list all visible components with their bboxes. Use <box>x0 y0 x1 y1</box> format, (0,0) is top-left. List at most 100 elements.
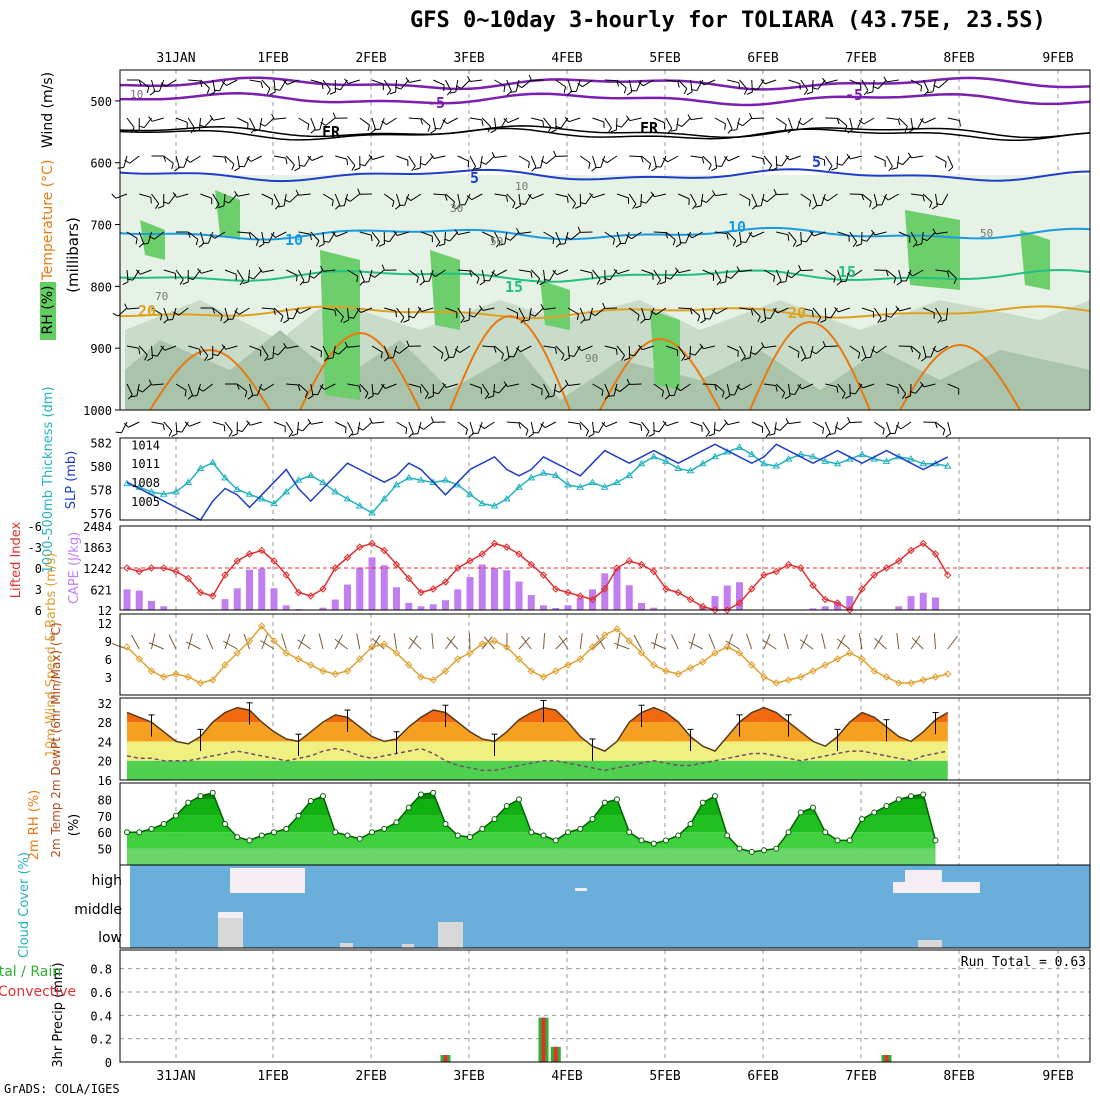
wind-barb-flag <box>435 241 441 248</box>
wind-barb <box>232 307 238 320</box>
wind-speed-line-marker <box>772 679 780 687</box>
li-line-marker <box>576 592 584 600</box>
wind-barb-flag <box>749 112 753 119</box>
wind-barb <box>176 193 189 198</box>
wind-barb-flag <box>400 317 405 323</box>
thickness-line-marker <box>576 483 585 490</box>
wind-barb <box>311 421 324 425</box>
rh2m-line-marker <box>136 829 143 836</box>
wind-barb-flag <box>687 114 692 120</box>
wind-barb <box>494 231 501 243</box>
wind-barb-flag <box>394 205 401 210</box>
wind-barb <box>873 193 878 206</box>
wind-barb-flag <box>381 264 385 271</box>
cape-bar <box>564 605 572 610</box>
wind-barb <box>660 155 667 168</box>
wind-barb-flag <box>768 433 775 436</box>
li-line-marker <box>552 585 560 593</box>
wind-barb <box>347 421 354 433</box>
date-label-top: 8FEB <box>943 51 974 66</box>
li-line-marker <box>735 599 744 607</box>
wind-barb <box>653 155 657 168</box>
wind-barb-flag <box>566 196 569 203</box>
li-line-marker <box>944 571 952 579</box>
temp-contour-label: 15 <box>838 263 856 281</box>
wind-barb-flag <box>460 317 465 324</box>
wind-barb-flag <box>736 385 742 391</box>
wind-barb-flag <box>555 125 562 129</box>
wind-barb <box>856 117 863 130</box>
li-line-marker <box>392 560 401 569</box>
wind-barb-flag <box>798 264 802 271</box>
rh2m-line-marker <box>577 825 584 832</box>
wind-barb-flag <box>344 341 349 348</box>
wind-barb <box>678 269 691 274</box>
wind-barb <box>938 79 949 89</box>
wind-barb-flag <box>768 164 773 171</box>
wind-barb-flag <box>491 151 496 158</box>
wind-barb <box>690 307 701 317</box>
wind-barb <box>322 231 325 244</box>
wind-barb <box>396 307 405 318</box>
rh2m-axis-label: 2m RH (%) <box>27 790 42 861</box>
wind-barb <box>751 193 758 206</box>
thickness-line-marker <box>870 455 879 462</box>
thickness-line-marker <box>833 459 842 467</box>
wind-barb-flag <box>785 418 790 424</box>
wind-speed-line-marker <box>662 667 670 675</box>
li-line-marker <box>135 567 143 576</box>
li-line-marker <box>441 578 450 586</box>
wind-barb-flag <box>835 426 841 431</box>
wind-speed-line-marker <box>209 676 217 684</box>
cape-bar <box>135 590 143 610</box>
wind-barb <box>484 421 495 429</box>
wind-barb <box>347 155 356 166</box>
rh2m-line-marker <box>932 837 939 844</box>
wind-barb <box>335 155 347 160</box>
wind-speed-line-marker <box>405 661 413 669</box>
temp-tick-label: 32 <box>98 697 112 711</box>
wind-barb-flag <box>667 128 673 134</box>
wind-barb-flag <box>148 379 153 386</box>
wind-speed-line-marker <box>846 649 854 657</box>
wind-barb <box>212 193 220 205</box>
wind-barb-flag <box>787 234 790 241</box>
wind-barb <box>666 421 679 427</box>
temp-contour-warm <box>149 348 271 411</box>
wind-barb <box>421 307 434 312</box>
wind-barb <box>751 79 753 93</box>
wind-barb-flag <box>831 167 838 171</box>
date-label-top: 2FEB <box>355 51 386 66</box>
wind-barb-flag <box>246 420 251 426</box>
thickness-line-marker <box>919 459 928 467</box>
wind-barb-flag <box>825 432 831 438</box>
wind-barb <box>498 383 508 394</box>
wind-barb-flag <box>247 395 254 400</box>
wind-barb <box>126 345 139 349</box>
wind-barb <box>605 421 618 428</box>
wind-barb-flag <box>855 243 862 247</box>
wind-barb-flag <box>552 270 558 276</box>
wind-barb <box>570 231 581 240</box>
wind-barb-flag <box>294 167 300 172</box>
wind-barb <box>739 79 748 90</box>
wind-barb <box>714 269 722 281</box>
wind-barb-flag <box>204 355 209 361</box>
wind-barb-flag <box>648 163 652 170</box>
wind-barb <box>604 79 617 82</box>
wind-barb-flag <box>638 81 644 87</box>
wind-barb <box>886 79 899 83</box>
li-line-marker <box>503 543 511 551</box>
wind-barb-10m <box>393 633 397 650</box>
wind-barb-flag <box>358 385 361 393</box>
li-axis-label: Lifted Index <box>9 521 24 598</box>
rh2m-line-marker <box>369 829 375 836</box>
thickness-line-marker <box>294 476 303 483</box>
wind-barb <box>703 79 716 86</box>
wind-barb <box>138 231 145 244</box>
wind-barb-10m <box>671 634 679 650</box>
wind-barb-flag <box>112 312 119 317</box>
rh2m-line-marker <box>197 793 204 800</box>
wind-barb <box>445 345 450 358</box>
cape-bar <box>429 604 437 610</box>
